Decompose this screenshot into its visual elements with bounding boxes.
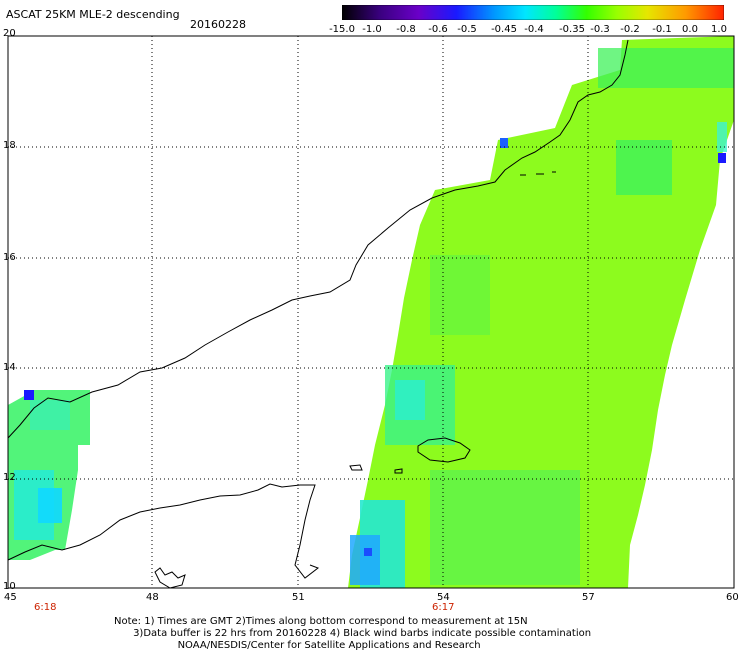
lon-label: 45 [4,592,17,603]
lat-label: 16 [3,252,16,263]
colorbar-label: -0.35 [559,24,585,35]
colorbar-label: -0.3 [590,24,610,35]
lat-label: 18 [3,140,16,151]
coastline [7,39,629,589]
swath-east [348,36,734,588]
map-title: ASCAT 25KM MLE-2 descending [6,8,180,21]
lat-label: 20 [3,28,16,39]
colorbar-label: -15.0 [329,24,355,35]
colorbar-label: -0.6 [428,24,448,35]
colorbar-label: -1.0 [362,24,382,35]
footnote-line: Note: 1) Times are GMT 2)Times along bot… [114,616,528,627]
footnote-line: 3)Data buffer is 22 hrs from 20160228 4)… [114,628,592,639]
lon-label: 57 [582,592,595,603]
lat-label: 12 [3,472,16,483]
colorbar [342,5,724,20]
colorbar-label: -0.1 [652,24,672,35]
footnote: Note: 1) Times are GMT 2)Times along bot… [114,616,591,652]
lat-label: 10 [3,581,16,592]
colorbar-label: -0.5 [457,24,477,35]
lon-label: 48 [146,592,159,603]
pass-time-west: 6:18 [34,602,57,613]
lon-label: 54 [437,592,450,603]
lon-label: 51 [292,592,305,603]
colorbar-label: 0.0 [682,24,698,35]
footnote-line: NOAA/NESDIS/Center for Satellite Applica… [114,640,481,651]
colorbar-label: 1.0 [711,24,727,35]
lat-label: 14 [3,362,16,373]
map-date: 20160228 [190,18,246,31]
colorbar-label: -0.4 [524,24,544,35]
graticule [8,36,734,588]
colorbar-label: -0.2 [620,24,640,35]
swath-west [8,390,90,560]
map-frame [7,35,735,589]
colorbar-label: -0.45 [491,24,517,35]
colorbar-labels: -15.0 -1.0 -0.8 -0.6 -0.5 -0.45 -0.4 -0.… [329,24,730,36]
lon-label: 60 [726,592,739,603]
colorbar-label: -0.8 [396,24,416,35]
pass-time-east: 6:17 [432,602,455,613]
